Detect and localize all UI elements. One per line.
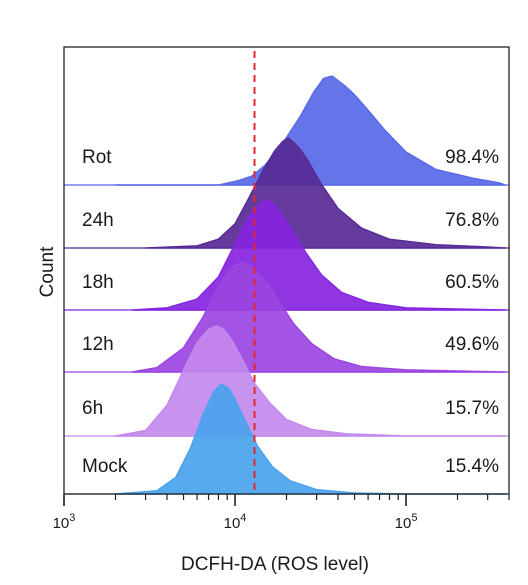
series-percent: 49.6% <box>445 334 499 355</box>
histogram-area <box>114 383 506 495</box>
histogram-lanes <box>64 75 509 495</box>
series-label: 12h <box>82 334 114 355</box>
tick-label: 104 <box>224 512 247 532</box>
series-label: 24h <box>82 210 114 231</box>
series-label: 6h <box>82 398 103 419</box>
histogram-area <box>114 75 506 186</box>
tick-label: 105 <box>395 512 418 532</box>
lane-labels: Rot 98.4% 24h 76.8% 18h 60.5% 12h 49.6% 6h 15.7% M… <box>82 147 499 477</box>
series-label: Rot <box>82 147 112 168</box>
series-percent: 15.7% <box>445 398 499 419</box>
series-label: 18h <box>82 272 114 293</box>
histogram-area <box>144 137 506 249</box>
tick-label: 103 <box>53 512 76 532</box>
x-axis-ticks: 103 104 105 <box>53 494 510 532</box>
y-axis-label: Count <box>37 246 58 297</box>
x-axis-label: DCFH-DA (ROS level) <box>181 554 369 575</box>
series-mock <box>64 383 509 495</box>
series-percent: 15.4% <box>445 456 499 477</box>
series-percent: 60.5% <box>445 272 499 293</box>
series-percent: 98.4% <box>445 147 499 168</box>
series-percent: 76.8% <box>445 210 499 231</box>
series-label: Mock <box>82 456 128 477</box>
